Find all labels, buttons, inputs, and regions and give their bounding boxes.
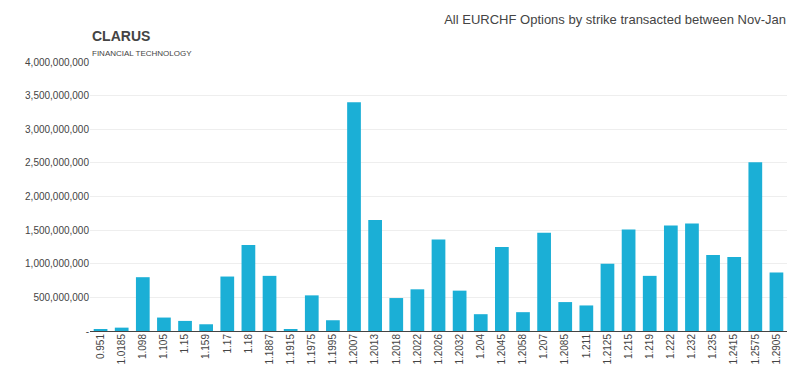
svg-text:1.222: 1.222 <box>665 334 676 359</box>
svg-text:1.2013: 1.2013 <box>369 334 380 365</box>
svg-text:1.098: 1.098 <box>137 334 148 359</box>
svg-text:1.2026: 1.2026 <box>433 334 444 365</box>
svg-text:1.1975: 1.1975 <box>306 334 317 365</box>
svg-text:1,000,000,000: 1,000,000,000 <box>25 258 89 269</box>
svg-text:2,000,000,000: 2,000,000,000 <box>25 191 89 202</box>
svg-text:1.15: 1.15 <box>179 334 190 354</box>
svg-text:1.2022: 1.2022 <box>412 334 423 365</box>
svg-text:1.2018: 1.2018 <box>391 334 402 365</box>
svg-text:1.2085: 1.2085 <box>559 334 570 365</box>
svg-text:1.0185: 1.0185 <box>116 334 127 365</box>
svg-text:4,000,000,000: 4,000,000,000 <box>25 57 89 68</box>
svg-text:1.1995: 1.1995 <box>327 334 338 365</box>
svg-text:1.159: 1.159 <box>200 334 211 359</box>
svg-text:1.211: 1.211 <box>581 334 592 359</box>
svg-text:1.1887: 1.1887 <box>264 334 275 365</box>
svg-text:1.2415: 1.2415 <box>728 334 739 365</box>
svg-text:1.207: 1.207 <box>538 334 549 359</box>
svg-text:1.105: 1.105 <box>158 334 169 359</box>
svg-text:FINANCIAL TECHNOLOGY: FINANCIAL TECHNOLOGY <box>92 49 192 58</box>
svg-text:1.2058: 1.2058 <box>517 334 528 365</box>
svg-text:1.2032: 1.2032 <box>454 334 465 365</box>
svg-text:1.235: 1.235 <box>707 334 718 359</box>
svg-text:1.1915: 1.1915 <box>285 334 296 365</box>
svg-text:1,500,000,000: 1,500,000,000 <box>25 225 89 236</box>
svg-text:1.17: 1.17 <box>222 334 233 354</box>
svg-text:1.232: 1.232 <box>686 334 697 359</box>
svg-text:1.215: 1.215 <box>623 334 634 359</box>
svg-text:0.951: 0.951 <box>95 334 106 359</box>
svg-text:500,000,000: 500,000,000 <box>33 292 89 303</box>
svg-text:1.219: 1.219 <box>644 334 655 359</box>
svg-text:CLARUS: CLARUS <box>92 28 150 44</box>
svg-text:1.2007: 1.2007 <box>348 334 359 365</box>
svg-text:2,500,000,000: 2,500,000,000 <box>25 157 89 168</box>
svg-text:1.18: 1.18 <box>243 334 254 354</box>
svg-text:1.2125: 1.2125 <box>602 334 613 365</box>
svg-text:-: - <box>86 326 89 337</box>
svg-text:1.2575: 1.2575 <box>750 334 761 365</box>
svg-text:1.2045: 1.2045 <box>496 334 507 365</box>
svg-text:All EURCHF Options by strike t: All EURCHF Options by strike transacted … <box>444 12 786 27</box>
svg-text:1.2905: 1.2905 <box>771 334 782 365</box>
svg-text:3,500,000,000: 3,500,000,000 <box>25 90 89 101</box>
svg-text:1.204: 1.204 <box>475 334 486 359</box>
svg-text:3,000,000,000: 3,000,000,000 <box>25 124 89 135</box>
